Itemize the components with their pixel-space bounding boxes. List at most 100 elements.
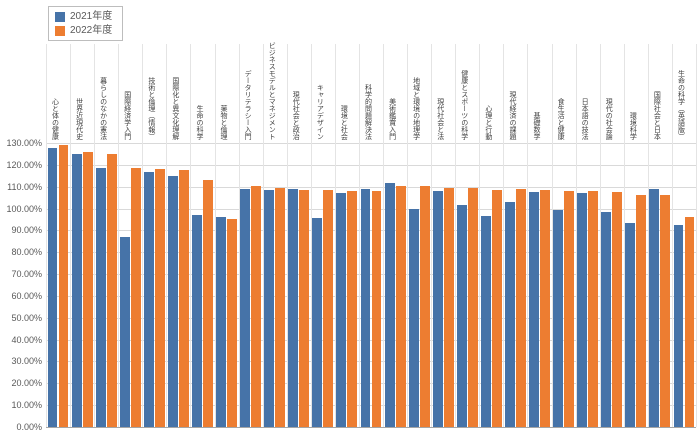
v-gridline	[334, 44, 336, 427]
v-gridline	[696, 44, 697, 427]
h-gridline	[46, 317, 696, 319]
category-label: 国際化と異文化理解	[171, 77, 179, 140]
bar-2021年度	[649, 188, 660, 427]
y-tick-label: 90.00%	[11, 225, 42, 236]
y-tick-label: 60.00%	[11, 290, 42, 301]
v-gridline	[455, 44, 457, 427]
bar-2021年度	[47, 148, 58, 427]
bar-2021年度	[336, 193, 347, 427]
bar-2022年度	[82, 151, 93, 427]
bar-2022年度	[395, 185, 406, 427]
category-label: 環境科学	[629, 112, 637, 140]
bar-2022年度	[227, 219, 237, 427]
category-label: 国際経済学入門	[123, 91, 131, 140]
y-tick-label: 20.00%	[11, 378, 42, 389]
legend-item-2022: 2022年度	[55, 25, 112, 36]
x-axis-line	[46, 427, 696, 428]
v-gridline	[238, 44, 240, 427]
category-label: 国際社会と日本	[653, 91, 661, 140]
y-tick-label: 110.00%	[7, 181, 42, 192]
h-gridline	[46, 339, 696, 341]
h-gridline	[46, 186, 696, 188]
category-label: データリテラシー入門	[244, 70, 252, 140]
bar-2022年度	[636, 195, 647, 427]
category-label: ビジネスモデルとマネジメント	[268, 42, 276, 140]
bar-2021年度	[408, 208, 419, 427]
bar-2021年度	[240, 188, 251, 427]
v-gridline	[286, 44, 288, 427]
category-label: 生命の科学	[195, 105, 203, 140]
v-gridline	[503, 44, 505, 427]
legend-label-2022: 2022年度	[70, 25, 113, 36]
bar-2022年度	[178, 170, 189, 427]
v-gridline	[383, 44, 385, 427]
y-tick-label: 120.00%	[6, 159, 42, 170]
y-tick-label: 80.00%	[11, 247, 42, 258]
bar-2022年度	[612, 192, 623, 427]
bar-2022年度	[467, 187, 478, 427]
legend-item-2021: 2021年度	[55, 11, 112, 22]
v-gridline	[551, 44, 553, 427]
legend-swatch-2021-icon	[55, 11, 65, 22]
bar-2021年度	[216, 217, 226, 427]
h-gridline	[46, 252, 696, 254]
bar-2022年度	[203, 180, 213, 427]
bar-2021年度	[95, 168, 106, 427]
bar-2022年度	[660, 195, 671, 427]
bar-2022年度	[516, 188, 526, 427]
bar-2021年度	[529, 192, 539, 427]
v-gridline	[599, 44, 601, 427]
bar-2022年度	[684, 217, 695, 427]
bar-2021年度	[288, 188, 299, 427]
category-label: 心と体の健康	[51, 98, 59, 140]
v-gridline	[671, 44, 673, 427]
bar-2021年度	[432, 191, 443, 427]
bar-2022年度	[154, 169, 165, 427]
bar-2021年度	[673, 224, 684, 427]
category-label: 心理と行動	[484, 105, 492, 140]
category-label: 健康とスポーツの科学	[460, 70, 468, 140]
category-label: 地域と環境の地理学	[412, 77, 420, 140]
category-label: 現代社会と法	[436, 98, 444, 140]
bar-2022年度	[299, 189, 310, 427]
bar-2022年度	[540, 189, 550, 427]
y-tick-label: 0.00%	[16, 422, 42, 432]
bar-2021年度	[601, 211, 612, 427]
bar-2022年度	[323, 189, 334, 427]
h-gridline	[46, 230, 696, 232]
v-gridline	[94, 44, 96, 427]
bar-2021年度	[119, 236, 130, 427]
y-tick-label: 50.00%	[11, 312, 42, 323]
category-label: 暮らしのなかの憲法	[99, 77, 107, 140]
category-label: 現代の社会論	[605, 98, 613, 140]
category-label: 現代社会と政治	[292, 91, 300, 140]
y-tick-label: 130.00%	[6, 138, 42, 148]
bar-2021年度	[71, 153, 82, 427]
category-label: キャリアデザイン	[316, 84, 324, 140]
bar-2022年度	[419, 185, 430, 427]
category-label: 科学的問題解決法	[364, 84, 372, 140]
category-label: 技術と倫理（情報）	[147, 77, 155, 140]
v-gridline	[262, 44, 264, 427]
bar-2022年度	[106, 153, 117, 427]
legend: 2021年度 2022年度	[48, 6, 124, 41]
category-label: 現代経済の課題	[508, 91, 516, 140]
y-tick-label: 40.00%	[11, 334, 42, 345]
bar-2022年度	[347, 191, 358, 427]
v-gridline	[190, 44, 192, 427]
bar-2022年度	[443, 187, 454, 427]
h-gridline	[46, 274, 696, 276]
bar-2021年度	[553, 209, 564, 427]
h-gridline	[46, 143, 696, 144]
h-gridline	[46, 405, 696, 407]
v-gridline	[527, 44, 529, 427]
y-tick-label: 30.00%	[11, 356, 42, 367]
legend-swatch-2022-icon	[55, 25, 65, 36]
v-gridline	[479, 44, 481, 427]
bar-2022年度	[251, 185, 262, 427]
y-tick-label: 10.00%	[11, 400, 42, 411]
bar-2022年度	[371, 191, 382, 427]
bar-2022年度	[130, 168, 141, 427]
bar-2021年度	[456, 205, 467, 427]
